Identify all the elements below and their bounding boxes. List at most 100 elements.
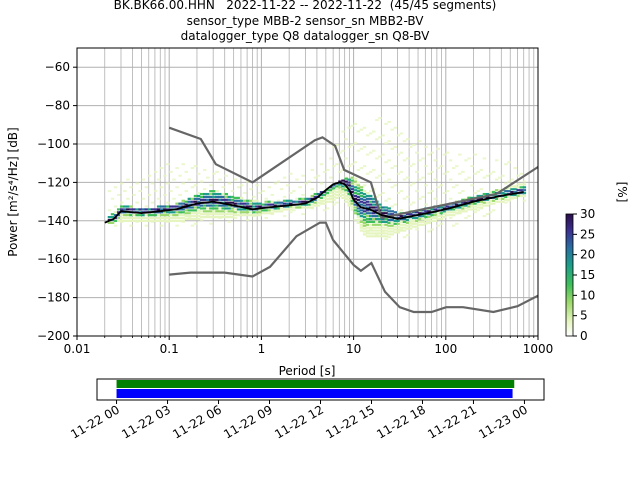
density-cell	[242, 199, 247, 202]
density-cell-sparse	[153, 170, 158, 173]
x-tick-label: 1	[258, 342, 266, 356]
density-cell	[209, 204, 213, 207]
density-cell	[375, 229, 379, 232]
density-cell	[476, 200, 481, 203]
density-cell	[172, 214, 176, 217]
density-cell	[307, 197, 311, 200]
y-tick-label: −160	[37, 252, 70, 266]
density-cell-sparse	[362, 184, 367, 187]
density-cell	[252, 205, 256, 208]
density-cell	[510, 191, 514, 194]
density-cell	[365, 209, 370, 212]
density-cell	[418, 220, 422, 223]
density-cell	[258, 205, 262, 208]
density-cell	[304, 203, 308, 206]
density-cell-sparse	[203, 188, 207, 191]
density-cell-sparse	[399, 190, 404, 193]
density-cell	[464, 210, 468, 213]
density-cell	[473, 205, 477, 208]
density-cell-sparse	[396, 153, 401, 156]
density-cell-sparse	[458, 153, 462, 156]
density-cell	[110, 216, 115, 219]
density-cell	[365, 229, 370, 232]
density-cell-sparse	[298, 186, 302, 189]
density-cell-sparse	[184, 170, 189, 173]
density-cell	[181, 219, 185, 223]
density-cell	[427, 218, 431, 222]
density-cell	[178, 216, 182, 220]
density-cell	[113, 211, 118, 214]
density-cell	[408, 221, 413, 224]
density-cell	[249, 199, 253, 202]
density-cell	[166, 214, 170, 217]
density-cell	[445, 205, 450, 208]
density-cell-sparse	[329, 176, 333, 179]
density-cell	[368, 215, 373, 218]
density-cell	[479, 206, 484, 209]
density-cell-sparse	[341, 130, 345, 133]
density-cell	[196, 203, 201, 206]
density-cell	[378, 223, 382, 226]
density-cell	[159, 219, 164, 223]
density-cell	[341, 188, 345, 191]
density-cell-sparse	[129, 186, 133, 189]
density-cell	[467, 205, 471, 208]
density-cell-sparse	[295, 197, 299, 200]
density-cell	[359, 215, 364, 218]
density-cell-sparse	[427, 153, 431, 156]
density-cell	[298, 206, 302, 209]
density-cell	[190, 209, 195, 212]
density-cell	[381, 229, 385, 232]
density-cell	[156, 211, 161, 214]
density-cell-sparse	[405, 176, 410, 179]
density-cell	[365, 200, 370, 203]
density-cell	[365, 220, 370, 223]
density-cell	[190, 206, 195, 209]
density-cell-sparse	[221, 186, 225, 189]
density-cell	[126, 214, 130, 217]
density-cell-sparse	[433, 197, 437, 200]
density-cell	[378, 203, 382, 206]
density-cell	[212, 216, 216, 219]
density-cell-sparse	[282, 195, 287, 198]
density-cell-sparse	[255, 184, 259, 187]
density-cell-sparse	[215, 170, 219, 173]
density-cell	[230, 198, 235, 201]
density-cell	[442, 210, 447, 213]
density-cell	[408, 218, 413, 222]
density-cell	[147, 216, 152, 220]
density-cell	[381, 220, 385, 223]
density-cell-sparse	[470, 165, 474, 168]
density-cell-sparse	[411, 163, 416, 166]
density-cell	[163, 216, 167, 220]
density-cell-sparse	[498, 176, 502, 179]
density-cell	[507, 190, 511, 193]
density-cell	[408, 224, 413, 227]
density-cell	[212, 210, 216, 213]
density-cell-sparse	[482, 157, 487, 160]
density-cell	[178, 202, 182, 205]
density-cell	[365, 223, 370, 226]
density-cell	[279, 210, 284, 213]
density-cell-sparse	[169, 190, 173, 193]
density-cell-sparse	[427, 230, 431, 233]
density-cell	[372, 197, 376, 200]
density-cell-sparse	[178, 174, 182, 177]
density-cell	[233, 211, 238, 214]
timeline-bar-data	[116, 380, 515, 388]
density-cell	[399, 226, 404, 229]
density-cell	[365, 206, 370, 209]
density-cell	[344, 200, 348, 203]
density-cell	[285, 202, 290, 205]
density-cell	[206, 192, 210, 196]
density-cell	[239, 211, 244, 214]
density-cell-sparse	[402, 236, 407, 239]
density-cell-sparse	[381, 153, 385, 156]
density-cell-sparse	[504, 201, 508, 204]
density-cell-sparse	[424, 203, 428, 206]
density-cell	[442, 216, 447, 219]
density-cell	[156, 208, 161, 211]
density-cell	[113, 214, 118, 217]
density-cell	[384, 235, 388, 238]
